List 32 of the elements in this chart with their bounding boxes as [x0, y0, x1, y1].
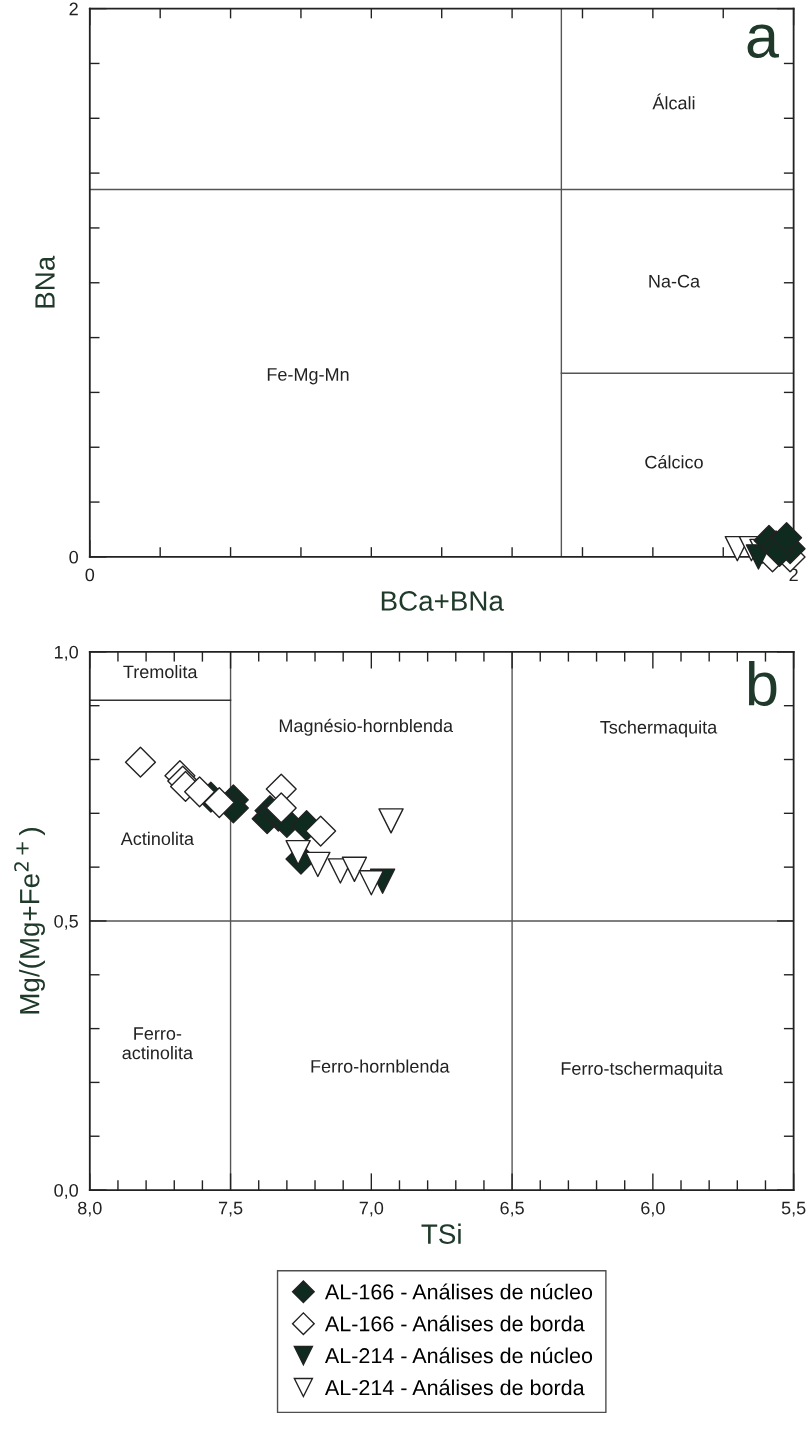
- annotation: Tremolita: [123, 664, 198, 679]
- legend-label: AL-214 - Análises de borda: [324, 1379, 585, 1396]
- annotation: Actinolita: [120, 831, 194, 846]
- y-axis-title: BNa: [35, 255, 55, 308]
- y-tick-label: 0,5: [54, 914, 78, 930]
- x-tick-label: 6,5: [500, 1201, 524, 1217]
- annotation: Álcali: [652, 93, 695, 110]
- legend-label: AL-166 - Análises de núcleo: [324, 1283, 593, 1300]
- x-tick-label: 6,0: [641, 1201, 665, 1217]
- annotation: Ferro-hornblenda: [311, 1059, 450, 1073]
- annotation: Tschermaquita: [600, 720, 718, 738]
- annotation: Magnésio-hornblenda: [279, 718, 454, 736]
- x-tick-label: 8,0: [78, 1201, 102, 1217]
- x-axis-title: BCa+BNa: [381, 591, 504, 611]
- annotation: Ferro-tschermaquita: [561, 1061, 723, 1079]
- y-axis-title: Mg/(Mg+Fe$^{2+}$): [14, 828, 45, 1014]
- y-tick-label: 1,0: [54, 645, 78, 661]
- x-axis-title: TSi: [421, 1223, 461, 1244]
- annotation: Na-Ca: [649, 274, 701, 288]
- annotation: a: [747, 24, 779, 58]
- x-tick-label: 7,5: [218, 1201, 243, 1217]
- annotation: Ferro- actinolita: [122, 1027, 193, 1060]
- y-tick-label: 0,0: [54, 1183, 78, 1199]
- annotation: Fe-Mg-Mn: [267, 368, 349, 385]
- y-tick-label: 2: [69, 2, 78, 16]
- annotation: b: [748, 661, 777, 706]
- annotation: Cálcico: [645, 455, 703, 469]
- x-tick-label: 5,5: [781, 1201, 806, 1217]
- legend-label: AL-214 - Análises de núcleo: [324, 1347, 593, 1364]
- legend-label: AL-166 - Análises de borda: [324, 1315, 585, 1332]
- x-tick-label: 7,0: [359, 1201, 384, 1217]
- y-tick-label: 0: [69, 550, 78, 564]
